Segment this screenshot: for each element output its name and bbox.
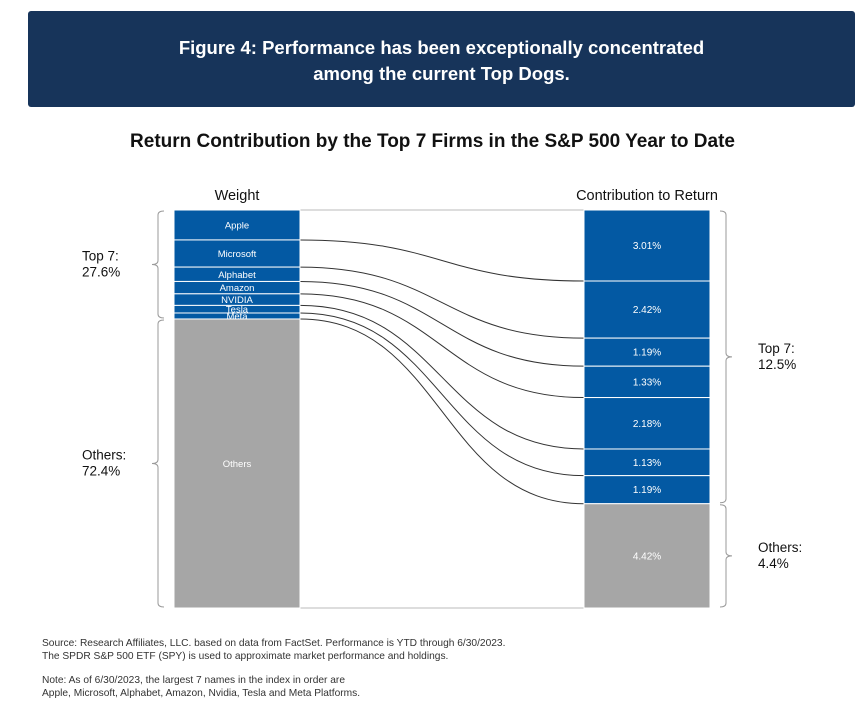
contribution-bar-nvidia	[583, 397, 711, 450]
flow-line-meta	[299, 318, 585, 505]
contribution-label-alphabet: 1.19%	[633, 348, 661, 359]
flow-line-tesla	[299, 312, 585, 477]
weight-top7-bracket	[151, 210, 165, 319]
contribution-top7-bracket	[719, 210, 733, 504]
flow-line-amazon	[299, 293, 585, 399]
index-note: Note: As of 6/30/2023, the largest 7 nam…	[42, 675, 361, 699]
weight-column-header: Weight	[215, 188, 260, 204]
weight-label-others: Others	[223, 459, 252, 470]
footnotes: Source: Research Affiliates, LLC. based …	[42, 637, 505, 711]
contribution-label-others: 4.42%	[633, 551, 661, 562]
contribution-bar-microsoft	[583, 280, 711, 339]
flow-line-alphabet	[299, 280, 585, 367]
weight-top7-label: Top 7: 27.6%	[82, 248, 120, 279]
contribution-label-tesla: 1.13%	[633, 458, 661, 469]
weight-bar-microsoft	[173, 239, 301, 268]
contribution-bar-others	[583, 503, 711, 609]
weight-bar-apple	[173, 209, 301, 241]
contribution-label-nvidia: 2.18%	[633, 419, 661, 430]
contribution-bar-apple	[583, 209, 711, 282]
chart-title: Return Contribution by the Top 7 Firms i…	[130, 131, 735, 152]
weight-label-apple: Apple	[225, 220, 249, 231]
source-note: Source: Research Affiliates, LLC. based …	[42, 638, 506, 662]
contribution-label-apple: 3.01%	[633, 241, 661, 252]
weight-label-amazon: Amazon	[220, 283, 255, 294]
contribution-bar-meta	[583, 475, 711, 505]
figure-title-banner: Figure 4: Performance has been exception…	[28, 11, 855, 107]
weight-label-meta: Meta	[226, 311, 248, 322]
contribution-bar-alphabet	[583, 337, 711, 367]
weight-label-tesla: Tesla	[226, 305, 249, 316]
weight-label-alphabet: Alphabet	[218, 270, 256, 281]
contribution-bar-amazon	[583, 365, 711, 399]
flow-line-apple	[299, 239, 585, 282]
contribution-column-header: Contribution to Return	[576, 188, 718, 204]
weight-label-microsoft: Microsoft	[218, 249, 257, 260]
figure-title: Figure 4: Performance has been exception…	[178, 37, 705, 84]
contribution-others-bracket	[719, 504, 733, 608]
weight-label-nvidia: NVIDIA	[221, 295, 253, 306]
contribution-top7-label: Top 7: 12.5%	[758, 341, 796, 372]
contribution-label-meta: 1.19%	[633, 485, 661, 496]
contribution-bar-tesla	[583, 448, 711, 477]
weight-others-label: Others: 72.4%	[82, 447, 126, 478]
weight-bar-others	[173, 318, 301, 609]
weight-others-bracket	[151, 319, 165, 608]
flow-line-microsoft	[299, 266, 585, 339]
contribution-label-microsoft: 2.42%	[633, 305, 661, 316]
flow-line-nvidia	[299, 304, 585, 450]
contribution-label-amazon: 1.33%	[633, 377, 661, 388]
contribution-others-label: Others: 4.4%	[758, 540, 802, 571]
